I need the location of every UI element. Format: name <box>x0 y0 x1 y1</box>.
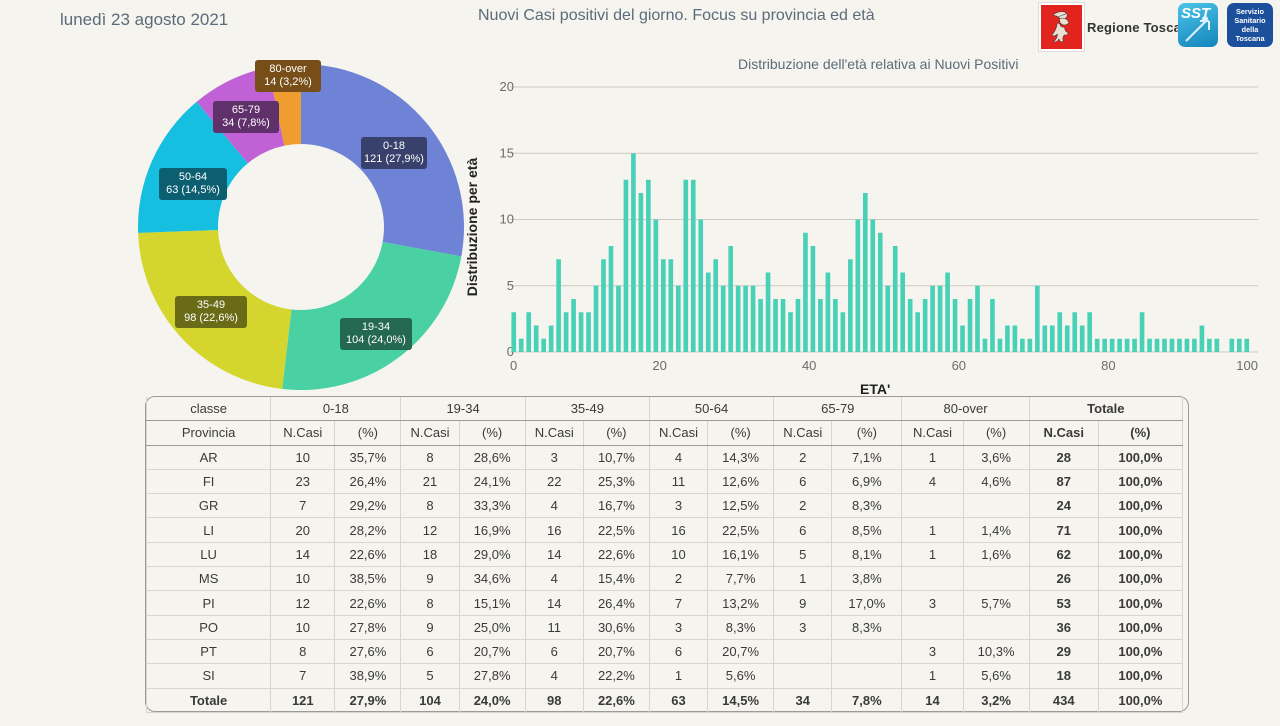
svg-text:40: 40 <box>802 358 816 373</box>
svg-text:20: 20 <box>500 82 514 94</box>
svg-text:80: 80 <box>1101 358 1115 373</box>
svg-text:0: 0 <box>510 358 517 373</box>
svg-text:100: 100 <box>1236 358 1258 373</box>
svg-text:15: 15 <box>500 145 514 160</box>
svg-text:60: 60 <box>952 358 966 373</box>
svg-text:5: 5 <box>507 278 514 293</box>
svg-text:20: 20 <box>652 358 666 373</box>
svg-text:10: 10 <box>500 212 514 227</box>
